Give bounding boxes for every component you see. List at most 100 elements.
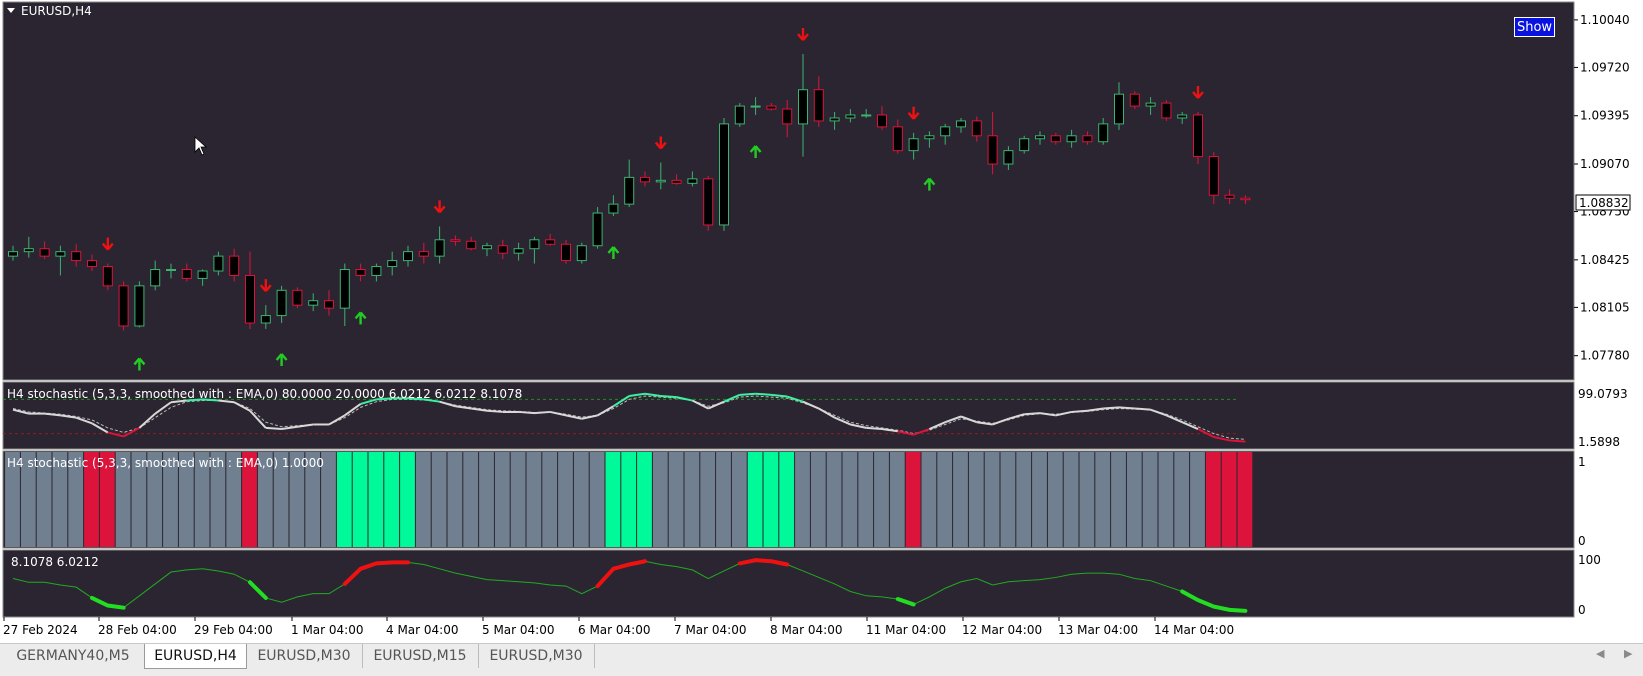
candle-bull bbox=[624, 176, 635, 205]
histogram-bar bbox=[510, 452, 526, 547]
stoch-main-segment bbox=[1103, 406, 1120, 410]
stoch-main-segment bbox=[976, 421, 993, 426]
sell-arrow-icon bbox=[433, 200, 446, 214]
histogram-title: H4 stochastic (5,3,3, smoothed with : EM… bbox=[7, 456, 324, 470]
stoch-main-segment bbox=[723, 393, 741, 403]
histogram-bar bbox=[1174, 452, 1190, 547]
candle-bear bbox=[545, 239, 556, 245]
candle-bull bbox=[1098, 123, 1109, 143]
sell-arrow-icon bbox=[654, 136, 667, 150]
stoch-main-segment bbox=[1197, 428, 1215, 438]
histogram-bar bbox=[1126, 452, 1142, 547]
candle-bull bbox=[8, 251, 18, 257]
candle-bear bbox=[703, 178, 714, 226]
time-axis-label: 1 Mar 04:00 bbox=[291, 623, 364, 637]
sell-arrow-icon bbox=[907, 106, 920, 120]
stoch-main-segment bbox=[739, 392, 756, 396]
stoch-main-segment bbox=[1229, 439, 1246, 443]
stoch-main-segment bbox=[344, 403, 362, 417]
candle-bear bbox=[1082, 135, 1093, 143]
show-button[interactable]: Show bbox=[1514, 17, 1555, 37]
histogram-bar bbox=[1047, 452, 1063, 547]
histogram-bar bbox=[273, 452, 289, 547]
histogram-bar bbox=[731, 452, 747, 547]
histogram-bar bbox=[763, 452, 779, 547]
stoch-main-segment bbox=[755, 392, 772, 396]
stoch-main-segment bbox=[1008, 413, 1025, 420]
candle-bear bbox=[71, 251, 82, 262]
time-axis-label: 11 Mar 04:00 bbox=[866, 623, 946, 637]
stoch-main-segment bbox=[91, 422, 109, 434]
histogram-bar bbox=[194, 452, 210, 547]
price-axis-label: 1.09720 bbox=[1580, 60, 1630, 74]
stoch-main-segment bbox=[471, 407, 488, 412]
stoch-main-segment bbox=[1150, 408, 1167, 417]
histogram-bar bbox=[52, 452, 68, 547]
histogram-bar bbox=[542, 452, 558, 547]
histogram-bar bbox=[795, 452, 810, 547]
time-axis-label: 4 Mar 04:00 bbox=[386, 623, 459, 637]
oscillator-low-segment bbox=[90, 595, 126, 610]
stoch-panel[interactable] bbox=[2, 381, 1575, 450]
stoch-main-segment bbox=[12, 408, 30, 415]
tab-germany40-m5[interactable]: GERMANY40,M5 bbox=[2, 644, 145, 668]
histogram-bar bbox=[147, 452, 163, 547]
candle-bear bbox=[324, 300, 334, 309]
histogram-bar bbox=[937, 452, 953, 547]
candle-bear bbox=[1224, 194, 1235, 199]
stoch-main-segment bbox=[834, 416, 851, 426]
tab-scroll-left-icon[interactable]: ◀ bbox=[1596, 647, 1605, 660]
histogram-bar bbox=[684, 452, 700, 547]
stoch-main-segment bbox=[644, 392, 661, 397]
oscillator-high-segment bbox=[737, 558, 790, 567]
histogram-bar bbox=[163, 452, 178, 547]
histogram-bar bbox=[447, 452, 463, 547]
histogram-bar bbox=[589, 452, 605, 547]
stoch-main-segment bbox=[297, 423, 314, 428]
buy-arrow-icon bbox=[607, 246, 620, 260]
candle-bear bbox=[229, 255, 240, 276]
oscillator-low-segment bbox=[1180, 589, 1248, 613]
histogram-bar bbox=[968, 452, 984, 547]
candles-layer bbox=[8, 54, 1251, 331]
tab-eurusd-m30-second[interactable]: EURUSD,M30 bbox=[478, 644, 595, 668]
candle-bear bbox=[877, 114, 887, 128]
stoch-main-segment bbox=[265, 426, 282, 431]
buy-arrow-icon bbox=[275, 353, 288, 366]
stoch-main-segment bbox=[407, 397, 424, 401]
tab-scroll-right-icon[interactable]: ▶ bbox=[1624, 647, 1633, 660]
histogram-bar bbox=[779, 452, 795, 547]
tab-eurusd-h4[interactable]: EURUSD,H4 bbox=[144, 644, 247, 669]
stoch-main-segment bbox=[660, 394, 677, 399]
histogram-bar bbox=[384, 452, 400, 547]
histogram-bar bbox=[858, 452, 874, 547]
stoch-main-segment bbox=[233, 401, 251, 412]
tab-eurusd-m15[interactable]: EURUSD,M15 bbox=[362, 644, 479, 668]
histogram-bar bbox=[668, 452, 684, 547]
price-axis-label: 1.08425 bbox=[1580, 253, 1630, 267]
candle-bull bbox=[387, 260, 398, 268]
collapse-triangle-icon[interactable] bbox=[7, 8, 15, 13]
stoch-main-segment bbox=[786, 395, 804, 403]
chart-tab-bar: GERMANY40,M5 EURUSD,H4 EURUSD,M30 EURUSD… bbox=[0, 643, 1643, 676]
candle-bull bbox=[608, 203, 619, 214]
stoch-main-segment bbox=[771, 393, 788, 398]
tab-eurusd-m30[interactable]: EURUSD,M30 bbox=[246, 644, 363, 668]
histogram-bar bbox=[984, 452, 1000, 547]
stoch-main-segment bbox=[612, 395, 630, 408]
time-axis-label: 7 Mar 04:00 bbox=[674, 623, 747, 637]
histogram-bar bbox=[1016, 452, 1032, 547]
candle-bear bbox=[561, 243, 571, 262]
main-panel[interactable] bbox=[2, 1, 1575, 381]
oscillator-panel[interactable] bbox=[2, 549, 1575, 618]
stoch-main-segment bbox=[486, 409, 503, 413]
stoch-main-segment bbox=[992, 417, 1009, 426]
candle-bear bbox=[118, 285, 129, 327]
candle-bear bbox=[671, 179, 682, 184]
buy-arrow-icon bbox=[923, 177, 936, 191]
stoch-main-segment bbox=[423, 398, 440, 403]
histogram-bar bbox=[953, 452, 968, 547]
histogram-bar bbox=[1237, 452, 1253, 547]
chart-area[interactable]: 1.100401.097201.093951.090701.087501.084… bbox=[0, 0, 1643, 643]
histogram-bar bbox=[605, 452, 621, 547]
